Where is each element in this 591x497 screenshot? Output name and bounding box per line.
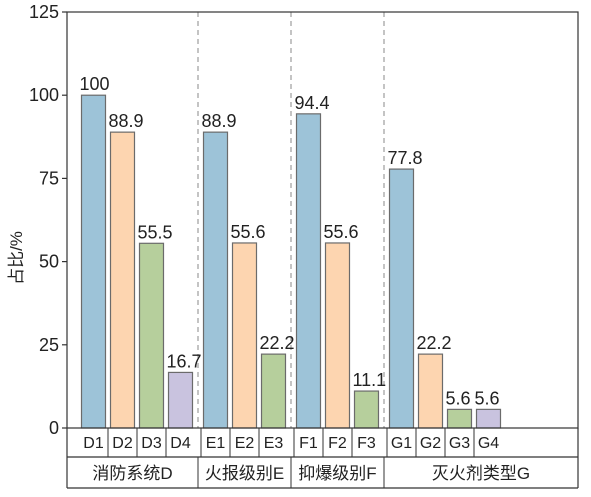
group-label-3: 灭火剂类型G [432,464,530,483]
y-tick-label-0: 0 [49,418,59,438]
group-label-0: 消防系统D [92,464,172,483]
data-label-F1: 94.4 [295,93,330,113]
group-label-1: 火报级别E [205,464,284,483]
category-label-D4: D4 [170,435,191,452]
group-label-2: 抑爆级别F [298,464,376,483]
bar-E1 [202,131,229,429]
labels: 100 D1 88.9 D2 55.5 D3 16.7 D4 88.9 E1 55.6 E2 22.2 E… [29,2,530,483]
y-tick-label-50: 50 [39,252,59,272]
bar-D2 [109,131,136,429]
data-label-E2: 55.6 [231,222,266,242]
category-label-D3: D3 [141,435,162,452]
data-label-D3: 55.5 [138,222,173,242]
bar-F2 [324,242,351,429]
bar-D3 [138,242,165,429]
bar-E2 [231,242,258,429]
category-label-F3: F3 [357,435,376,452]
data-label-D4: 16.7 [167,351,202,371]
bar-G3 [446,408,473,429]
y-tick-label-100: 100 [29,85,59,105]
bar-D4 [167,371,194,429]
data-label-F3: 11.1 [353,370,387,390]
category-label-F1: F1 [299,435,318,452]
y-tick-label-125: 125 [29,2,59,22]
data-label-G2: 22.2 [417,333,452,353]
category-label-F2: F2 [328,435,347,452]
data-label-G1: 77.8 [388,148,423,168]
bar-E3 [260,353,287,429]
category-label-G3: G3 [449,435,470,452]
bar-G2 [417,353,444,429]
bar-F3 [353,390,380,429]
data-label-G3: 5.6 [446,388,471,408]
data-label-D2: 88.9 [109,111,144,131]
bar-F1 [295,113,322,429]
bar-G4 [475,408,502,429]
data-label-D1: 100 [80,74,110,94]
y-axis-title: 占比/% [7,231,26,285]
category-label-E2: E2 [235,435,255,452]
category-label-E1: E1 [206,435,226,452]
bars [80,94,502,429]
category-label-G2: G2 [420,435,441,452]
axes [62,11,579,489]
data-label-E3: 22.2 [260,333,295,353]
y-tick-label-75: 75 [39,168,59,188]
bar-D1 [80,94,107,429]
category-label-G4: G4 [478,435,499,452]
category-label-G1: G1 [391,435,412,452]
data-label-E1: 88.9 [202,111,237,131]
bar-G1 [388,168,415,429]
category-label-D1: D1 [83,435,104,452]
category-label-D2: D2 [112,435,133,452]
data-label-G4: 5.6 [475,388,500,408]
y-tick-label-25: 25 [39,335,59,355]
data-label-F2: 55.6 [324,222,359,242]
group-separators [197,12,385,428]
category-label-E3: E3 [264,435,284,452]
